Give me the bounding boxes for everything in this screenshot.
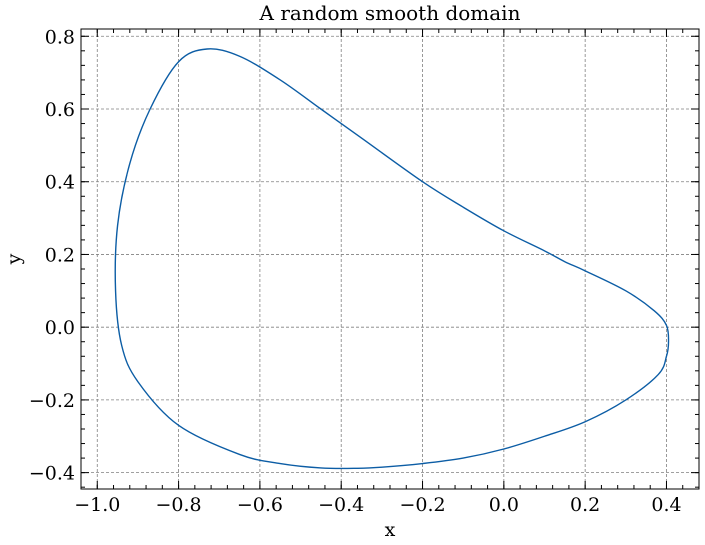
- domain-boundary-curve: [114, 48, 670, 470]
- y-tick-label-6: 0.8: [45, 26, 75, 48]
- x-axis-label: x: [385, 519, 396, 541]
- tick-labels: −1.0 −0.8 −0.6 −0.4 −0.2 0.0 0.2 0.4 −0.4 −0.2 0.0…: [29, 26, 682, 516]
- y-tick-label-2: 0.0: [45, 317, 75, 339]
- x-tick-label-5: 0.0: [489, 494, 519, 516]
- grid: [81, 29, 699, 489]
- chart-title: A random smooth domain: [259, 1, 521, 25]
- y-tick-label-1: −0.2: [29, 390, 75, 412]
- x-tick-label-4: −0.2: [399, 494, 445, 516]
- y-tick-label-3: 0.2: [45, 244, 75, 266]
- y-tick-label-0: −0.4: [29, 463, 75, 485]
- x-tick-label-0: −1.0: [74, 494, 120, 516]
- x-tick-label-7: 0.4: [651, 494, 681, 516]
- y-tick-label-4: 0.4: [45, 172, 75, 194]
- x-tick-label-3: −0.4: [318, 494, 364, 516]
- y-axis-label: y: [3, 253, 25, 265]
- x-tick-label-6: 0.2: [570, 494, 600, 516]
- ticks: [80, 29, 700, 489]
- x-tick-label-2: −0.6: [237, 494, 283, 516]
- x-tick-label-1: −0.8: [156, 494, 202, 516]
- y-tick-label-5: 0.6: [45, 99, 75, 121]
